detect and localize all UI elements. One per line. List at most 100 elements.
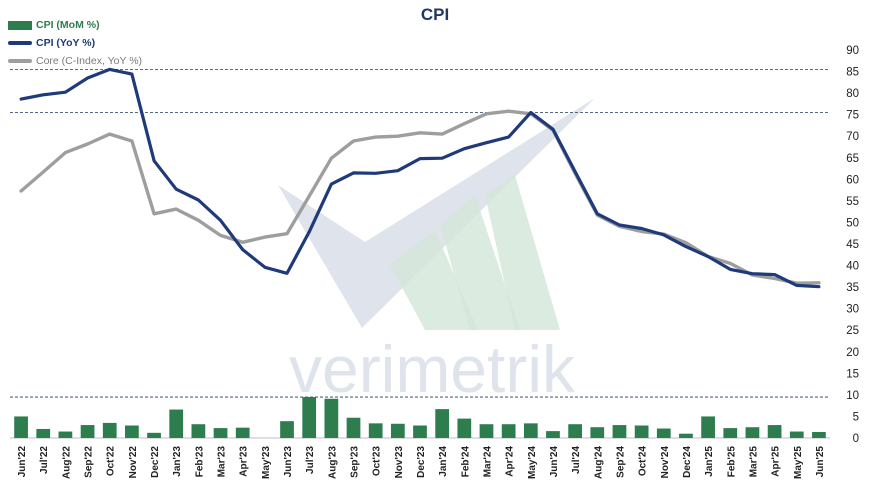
bar-mom <box>767 425 782 438</box>
legend-item-core: Core (C-Index, YoY %) <box>8 52 142 70</box>
x-tick-label: Nov'24 <box>660 446 671 479</box>
x-tick-label: Jun'22 <box>17 446 28 478</box>
y-tick-label: 60 <box>846 174 859 186</box>
bar-mom <box>390 423 405 438</box>
watermark-green-stroke-2 <box>440 195 520 330</box>
y-tick-label: 45 <box>846 239 859 251</box>
watermark-text: verimetrik <box>289 332 576 406</box>
bar-mom <box>36 428 51 438</box>
bar-mom <box>58 431 73 438</box>
bar-mom <box>302 397 317 438</box>
x-tick-label: Nov'23 <box>394 446 405 479</box>
bar-mom <box>80 425 95 438</box>
x-tick-label: Sep'23 <box>350 446 361 478</box>
y-tick-label: 80 <box>846 88 859 100</box>
legend-item-mom: CPI (MoM %) <box>8 16 142 34</box>
x-tick-label: Sep'24 <box>615 446 626 478</box>
x-tick-label: Feb'25 <box>726 446 737 478</box>
x-tick-label: Jan'23 <box>172 446 183 477</box>
watermark-logo: verimetrik <box>278 98 595 406</box>
x-tick-label: Oct'22 <box>106 446 117 477</box>
bar-mom <box>280 421 294 438</box>
bar-mom <box>368 423 383 438</box>
x-tick-label: Aug'22 <box>61 446 72 479</box>
watermark-check-shape <box>278 98 595 328</box>
series-line-yoy <box>19 67 821 289</box>
bar-mom <box>523 423 538 438</box>
bar-mom <box>590 427 605 438</box>
x-tick-label: Jun'25 <box>815 446 826 478</box>
bar-mom <box>501 424 516 438</box>
legend-swatch-core <box>8 59 32 63</box>
bar-mom <box>14 416 28 438</box>
x-tick-label: Jun'23 <box>283 446 294 478</box>
y-tick-label: 5 <box>853 411 859 423</box>
x-tick-label: Mar'25 <box>748 446 759 478</box>
bar-mom <box>125 425 139 438</box>
bar-mom <box>102 422 117 438</box>
x-tick-label: Apr'24 <box>505 446 516 477</box>
y-tick-label: 75 <box>846 110 859 122</box>
bar-mom <box>789 431 804 438</box>
watermark-green-stroke-3 <box>485 175 560 330</box>
watermark-green-stroke-1 <box>390 230 478 330</box>
x-tick-label: Dec'22 <box>150 446 161 478</box>
bar-mom <box>191 424 206 438</box>
x-tick-label: Mar'23 <box>217 446 228 478</box>
chart-title: CPI <box>420 5 450 24</box>
y-tick-label: 25 <box>846 325 859 337</box>
legend-label-core: Core (C-Index, YoY %) <box>36 55 143 67</box>
y-tick-label: 90 <box>846 45 859 57</box>
x-tick-label: Aug'24 <box>593 446 604 479</box>
x-tick-label: Mar'24 <box>482 446 493 478</box>
bar-mom <box>812 431 826 438</box>
y-tick-label: 35 <box>846 282 859 294</box>
bar-mom <box>568 424 583 438</box>
bar-mom <box>147 432 161 438</box>
x-tick-label: Dec'24 <box>682 446 693 478</box>
bar-mom <box>169 409 184 438</box>
legend-swatch-yoy <box>8 41 32 45</box>
bar-mom <box>701 416 715 438</box>
bar-mom <box>213 428 228 438</box>
legend-label-mom: CPI (MoM %) <box>36 19 100 31</box>
x-tick-label: Jun'24 <box>549 446 560 478</box>
y-tick-label: 85 <box>846 67 859 79</box>
bar-mom <box>656 428 671 438</box>
x-tick-label: Sep'22 <box>84 446 95 478</box>
series-line-core <box>19 109 821 285</box>
legend: CPI (MoM %) CPI (YoY %) Core (C-Index, Y… <box>8 16 142 70</box>
y-tick-label: 20 <box>846 347 859 359</box>
x-tick-label: Apr'25 <box>771 446 782 477</box>
x-tick-label: May'25 <box>793 446 804 479</box>
y-tick-label: 30 <box>846 304 859 316</box>
x-tick-label: Feb'23 <box>194 446 205 478</box>
x-tick-label: Aug'23 <box>327 446 338 479</box>
bar-mom <box>745 427 760 438</box>
bar-mom <box>235 427 250 438</box>
y-tick-label: 40 <box>846 261 859 273</box>
x-tick-label: Jul'24 <box>571 446 582 474</box>
bar-mom <box>435 409 450 438</box>
bar-mom <box>346 417 361 438</box>
x-tick-label: May'24 <box>527 446 538 479</box>
bar-mom <box>324 398 339 438</box>
x-tick-label: Jul'23 <box>305 446 316 474</box>
bar-mom <box>679 433 693 438</box>
y-tick-label: 50 <box>846 217 859 229</box>
legend-item-yoy: CPI (YoY %) <box>8 34 142 52</box>
y-tick-label: 65 <box>846 153 859 165</box>
y-tick-label: 15 <box>846 368 859 380</box>
bar-mom <box>479 424 494 438</box>
bar-mom <box>413 425 427 438</box>
legend-swatch-mom <box>8 20 32 30</box>
y-tick-label: 55 <box>846 196 859 208</box>
x-tick-label: May'23 <box>261 446 272 479</box>
x-tick-label: Jul'22 <box>39 446 50 474</box>
x-tick-label: Apr'23 <box>239 446 250 477</box>
bar-mom <box>546 431 560 438</box>
x-tick-label: Dec'23 <box>416 446 427 478</box>
x-tick-label: Feb'24 <box>460 446 471 478</box>
legend-label-yoy: CPI (YoY %) <box>36 37 96 49</box>
